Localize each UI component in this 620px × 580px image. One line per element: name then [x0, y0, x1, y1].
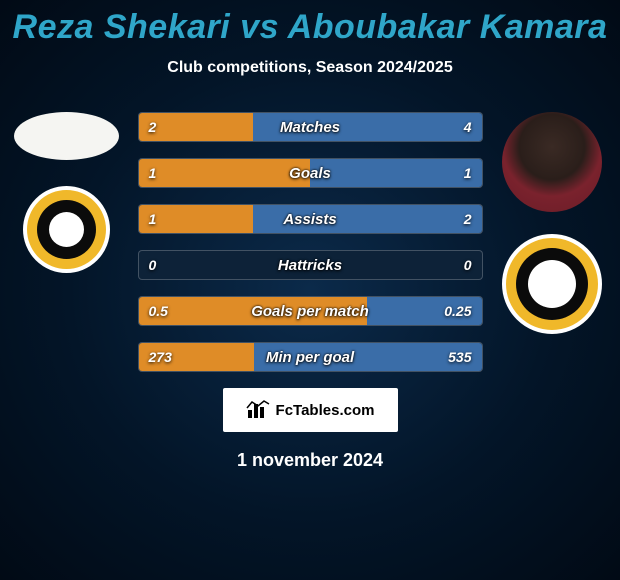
page-title: Reza Shekari vs Aboubakar Kamara — [0, 0, 620, 47]
stat-label: Goals — [139, 159, 482, 187]
player1-club-logo — [23, 186, 110, 273]
left-player-column — [6, 112, 126, 273]
stat-label: Goals per match — [139, 297, 482, 325]
player1-avatar-placeholder — [14, 112, 119, 160]
chart-icon — [246, 400, 270, 420]
stat-label: Matches — [139, 113, 482, 141]
player2-avatar — [502, 112, 602, 212]
stat-label: Hattricks — [139, 251, 482, 279]
stat-bars: 24Matches 11Goals 12Assists 00Hattricks 0.50… — [138, 107, 483, 372]
stat-row: 273535Min per goal — [138, 342, 483, 372]
stat-label: Assists — [139, 205, 482, 233]
player2-club-logo — [502, 234, 602, 334]
comparison-content: 24Matches 11Goals 12Assists 00Hattricks 0.50… — [0, 107, 620, 471]
page-subtitle: Club competitions, Season 2024/2025 — [0, 59, 620, 77]
stat-row: 12Assists — [138, 204, 483, 234]
stat-row: 11Goals — [138, 158, 483, 188]
stat-row: 00Hattricks — [138, 250, 483, 280]
brand-badge: FcTables.com — [223, 388, 398, 432]
brand-text: FcTables.com — [276, 402, 375, 419]
stat-row: 0.50.25Goals per match — [138, 296, 483, 326]
stat-row: 24Matches — [138, 112, 483, 142]
right-player-column — [492, 112, 612, 334]
snapshot-date: 1 november 2024 — [0, 450, 620, 471]
stat-label: Min per goal — [139, 343, 482, 371]
